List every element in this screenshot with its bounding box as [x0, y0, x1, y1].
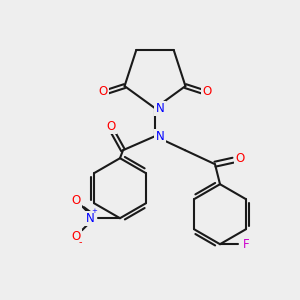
Text: -: - [78, 237, 82, 247]
Text: N: N [85, 212, 94, 225]
Text: O: O [202, 85, 211, 98]
Text: +: + [91, 208, 97, 214]
Text: O: O [106, 120, 116, 133]
Text: O: O [71, 230, 81, 243]
Text: N: N [156, 130, 164, 143]
Text: O: O [236, 152, 244, 165]
Text: O: O [71, 194, 81, 207]
Text: F: F [243, 238, 249, 251]
Text: O: O [99, 85, 108, 98]
Text: N: N [156, 102, 164, 115]
